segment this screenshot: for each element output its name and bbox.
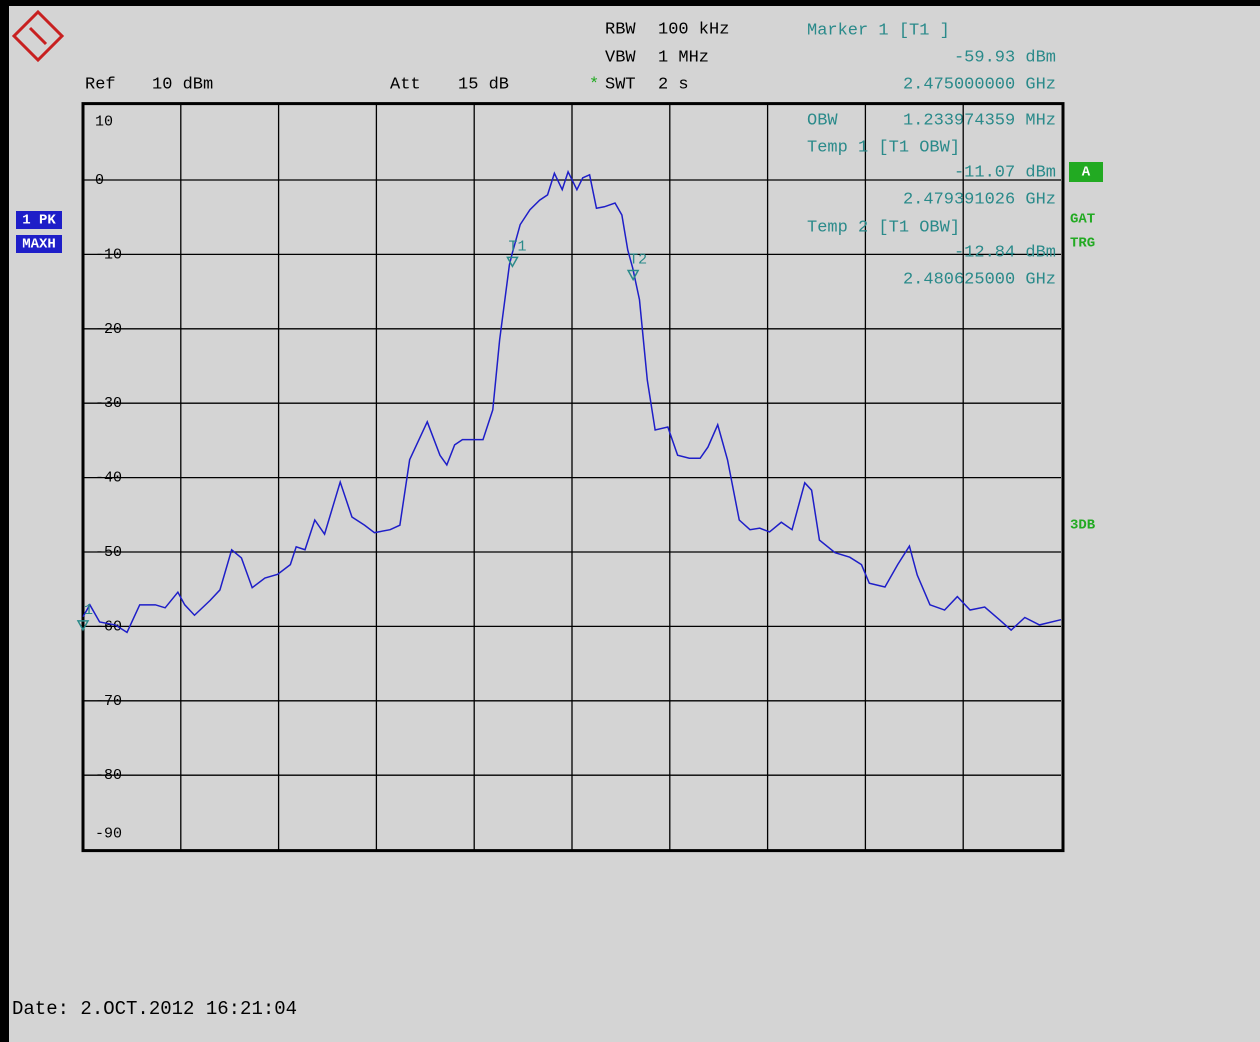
date: Date: 2.OCT.2012 16:21:04 bbox=[12, 998, 297, 1020]
marker-title: Temp 2 [T1 OBW] bbox=[807, 218, 960, 237]
y-tick-label: -80 bbox=[95, 767, 122, 784]
y-tick-label: -50 bbox=[95, 544, 122, 561]
status-box: A bbox=[1082, 165, 1091, 181]
left-border bbox=[0, 0, 9, 1042]
badge-bg bbox=[16, 235, 62, 253]
marker-label: T1 bbox=[508, 238, 526, 255]
marker-level: -11.07 dBm bbox=[954, 163, 1056, 182]
y-tick-label: -90 bbox=[95, 826, 122, 843]
top-border bbox=[0, 0, 1260, 6]
marker-level: -59.93 dBm bbox=[954, 48, 1056, 67]
marker-freq: 2.479391026 GHz bbox=[903, 190, 1056, 209]
y-tick-label: -70 bbox=[95, 693, 122, 710]
att: 15 dB bbox=[458, 75, 509, 94]
status-flag: TRG bbox=[1070, 236, 1095, 252]
marker-freq: 2.480625000 GHz bbox=[903, 270, 1056, 289]
y-tick-label: 10 bbox=[95, 114, 113, 131]
status-box-bg bbox=[1069, 162, 1103, 182]
marker bbox=[76, 620, 90, 632]
trace-badge: 1 PK bbox=[22, 213, 56, 229]
y-tick-label: -40 bbox=[95, 470, 122, 487]
trace bbox=[82, 169, 1062, 634]
logo bbox=[11, 9, 65, 63]
obw: 1.233974359 MHz bbox=[903, 111, 1056, 130]
marker-label: T2 bbox=[629, 251, 647, 268]
marker bbox=[506, 256, 519, 268]
trace-badge: MAXH bbox=[22, 237, 56, 253]
y-tick-label: -20 bbox=[95, 321, 122, 338]
plot-frame bbox=[81, 102, 1065, 853]
marker bbox=[626, 269, 640, 282]
swt-flag: * bbox=[589, 75, 599, 94]
swt: 2 s bbox=[658, 75, 689, 94]
y-tick-label: 0 bbox=[95, 172, 104, 189]
marker-level: -12.84 dBm bbox=[954, 243, 1056, 262]
rbw: 100 kHz bbox=[658, 20, 729, 39]
marker-title: Temp 1 [T1 OBW] bbox=[807, 138, 960, 157]
marker-label: 1 bbox=[84, 602, 93, 619]
status-flag: GAT bbox=[1070, 212, 1095, 228]
vbw-label: VBW bbox=[605, 48, 636, 67]
ref: 10 dBm bbox=[152, 75, 213, 94]
badge-bg bbox=[16, 211, 62, 229]
ref-label: Ref bbox=[85, 75, 116, 94]
y-tick-label: -30 bbox=[95, 395, 122, 412]
side-note: 3DB bbox=[1070, 518, 1096, 534]
att-label: Att bbox=[390, 75, 421, 94]
obw-label: OBW bbox=[807, 111, 838, 130]
marker-freq: 2.475000000 GHz bbox=[903, 75, 1056, 94]
marker-title: Marker 1 [T1 ] bbox=[807, 21, 950, 40]
rbw-label: RBW bbox=[605, 20, 636, 39]
swt-label: SWT bbox=[605, 75, 636, 94]
y-tick-label: -10 bbox=[95, 246, 122, 263]
vbw: 1 MHz bbox=[658, 48, 709, 67]
